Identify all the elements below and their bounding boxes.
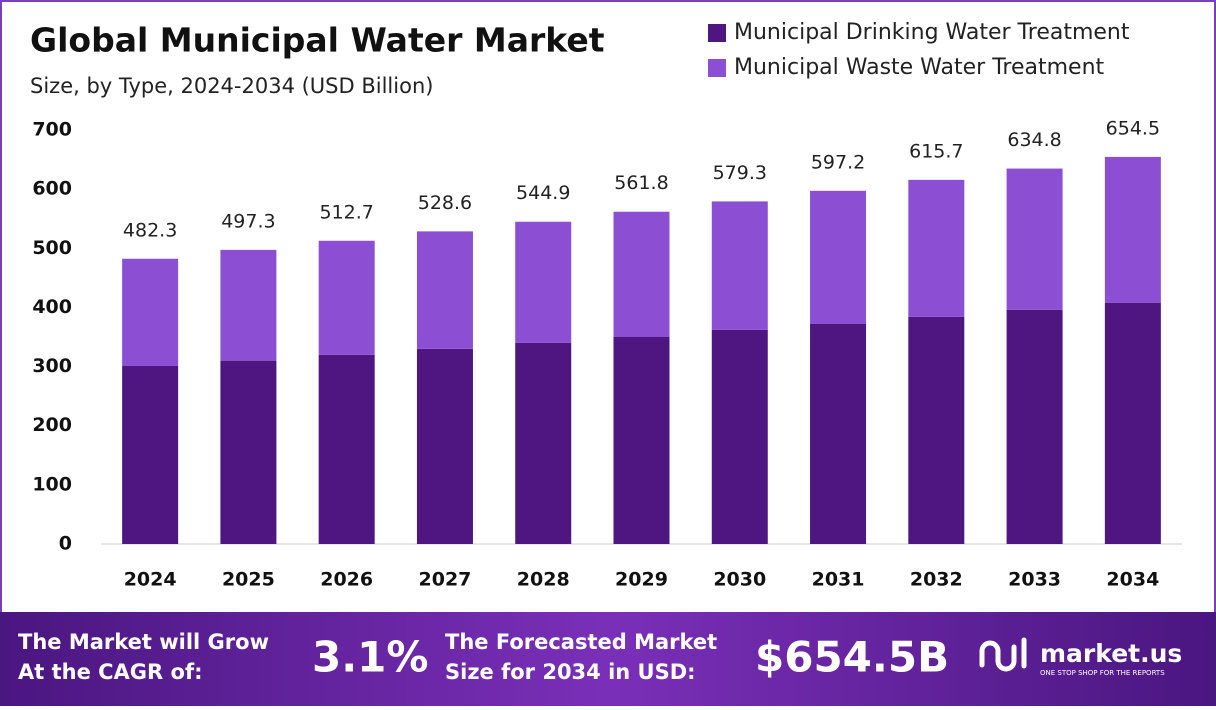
x-tick-label: 2033	[1008, 569, 1061, 591]
bar-segment	[810, 190, 867, 324]
footer-text: At the CAGR of:	[18, 660, 203, 684]
bar-segment	[613, 337, 670, 544]
footer-text: The Market will Grow	[18, 630, 269, 654]
total-label: 597.2	[811, 151, 865, 173]
x-tick-label: 2030	[713, 569, 766, 591]
y-tick-label: 100	[32, 473, 72, 495]
bar-segment	[1104, 156, 1161, 303]
x-tick-label: 2025	[222, 569, 275, 591]
y-tick-label: 200	[32, 414, 72, 436]
y-tick-label: 600	[32, 178, 72, 200]
total-label: 528.6	[418, 192, 472, 214]
bar-segment	[318, 240, 375, 355]
x-tick-label: 2027	[419, 569, 472, 591]
bar-segment	[810, 323, 867, 544]
total-label: 497.3	[221, 210, 275, 232]
bar-segment	[908, 179, 965, 317]
legend-label: Municipal Drinking Water Treatment	[734, 20, 1130, 45]
brand: market.us	[1040, 639, 1182, 668]
x-tick-label: 2024	[124, 569, 177, 591]
footer-value: 3.1%	[312, 633, 428, 682]
y-tick-label: 300	[32, 355, 72, 377]
bar-segment	[711, 201, 768, 330]
bar-segment	[122, 258, 179, 366]
bar-segment	[1006, 168, 1063, 310]
bar-segment	[1104, 302, 1161, 544]
y-tick-label: 700	[32, 119, 72, 141]
bar-segment	[1006, 309, 1063, 544]
bar-segment	[416, 348, 473, 544]
total-label: 512.7	[319, 201, 373, 223]
x-tick-label: 2034	[1106, 569, 1159, 591]
x-tick-label: 2032	[910, 569, 963, 591]
x-tick-label: 2029	[615, 569, 668, 591]
x-tick-label: 2026	[320, 569, 373, 591]
total-label: 634.8	[1007, 129, 1061, 151]
x-tick-label: 2031	[812, 569, 865, 591]
y-tick-label: 400	[32, 296, 72, 318]
bar-segment	[515, 342, 572, 544]
total-label: 615.7	[909, 140, 963, 162]
chart-title: Global Municipal Water Market	[30, 21, 605, 60]
footer-text: The Forecasted Market	[445, 630, 717, 654]
total-label: 561.8	[614, 172, 668, 194]
x-tick-label: 2028	[517, 569, 570, 591]
brand-logo	[979, 637, 1027, 672]
footer-text: Size for 2034 in USD:	[445, 660, 696, 684]
total-label: 654.5	[1106, 117, 1160, 139]
y-tick-label: 500	[32, 237, 72, 259]
footer-value: $654.5B	[755, 633, 949, 682]
bar-segment	[711, 329, 768, 544]
bar-segment	[908, 316, 965, 544]
bar-segment	[613, 211, 670, 337]
chart-subtitle: Size, by Type, 2024-2034 (USD Billion)	[30, 74, 433, 98]
bar-segment	[220, 360, 277, 544]
bar-segment	[416, 231, 473, 349]
y-tick-label: 0	[59, 533, 72, 555]
total-label: 579.3	[713, 162, 767, 184]
total-label: 482.3	[123, 219, 177, 241]
bar-segment	[122, 365, 179, 544]
bar-segment	[220, 249, 277, 361]
legend-label: Municipal Waste Water Treatment	[734, 55, 1105, 80]
brand-tagline: ONE STOP SHOP FOR THE REPORTS	[1040, 669, 1165, 677]
bar-segment	[318, 354, 375, 544]
legend-swatch	[708, 24, 726, 42]
total-label: 544.9	[516, 182, 570, 204]
legend-swatch	[708, 59, 726, 77]
footer-band	[0, 612, 1216, 706]
bar-segment	[515, 221, 572, 343]
